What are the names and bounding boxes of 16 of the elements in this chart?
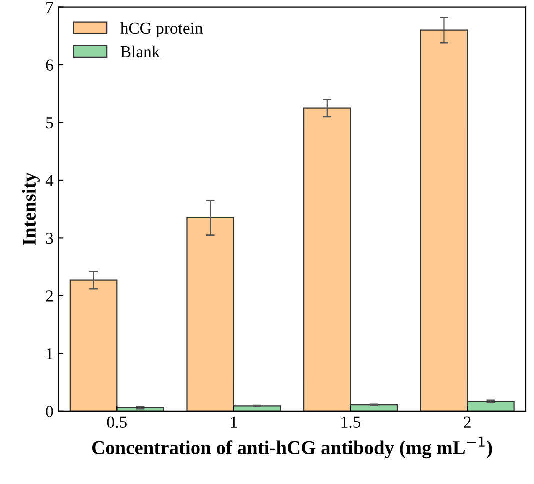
y-tick-label: 7 xyxy=(46,2,54,14)
legend-label: hCG protein xyxy=(120,22,204,38)
y-tick-label: 2 xyxy=(46,290,53,302)
y-tick-label: 1 xyxy=(47,348,53,360)
y-tick-label: 4 xyxy=(46,175,54,186)
y-tick-label: 5 xyxy=(46,118,54,129)
x-axis-title: Concentration of anti-hCG antibody (mg mL$^{−1}$) xyxy=(92,436,492,459)
y-tick-label: 0 xyxy=(46,406,54,418)
legend-label: Blank xyxy=(120,46,160,58)
x-tick-label: 1 xyxy=(231,416,238,428)
x-tick-label: 2 xyxy=(464,416,471,428)
y-axis-title: Intensity xyxy=(22,172,40,246)
x-tick-label: 0.5 xyxy=(107,416,127,428)
x-tick-label: 1.5 xyxy=(342,416,361,428)
y-tick-label: 3 xyxy=(46,232,54,244)
y-tick-label: 6 xyxy=(46,60,54,71)
